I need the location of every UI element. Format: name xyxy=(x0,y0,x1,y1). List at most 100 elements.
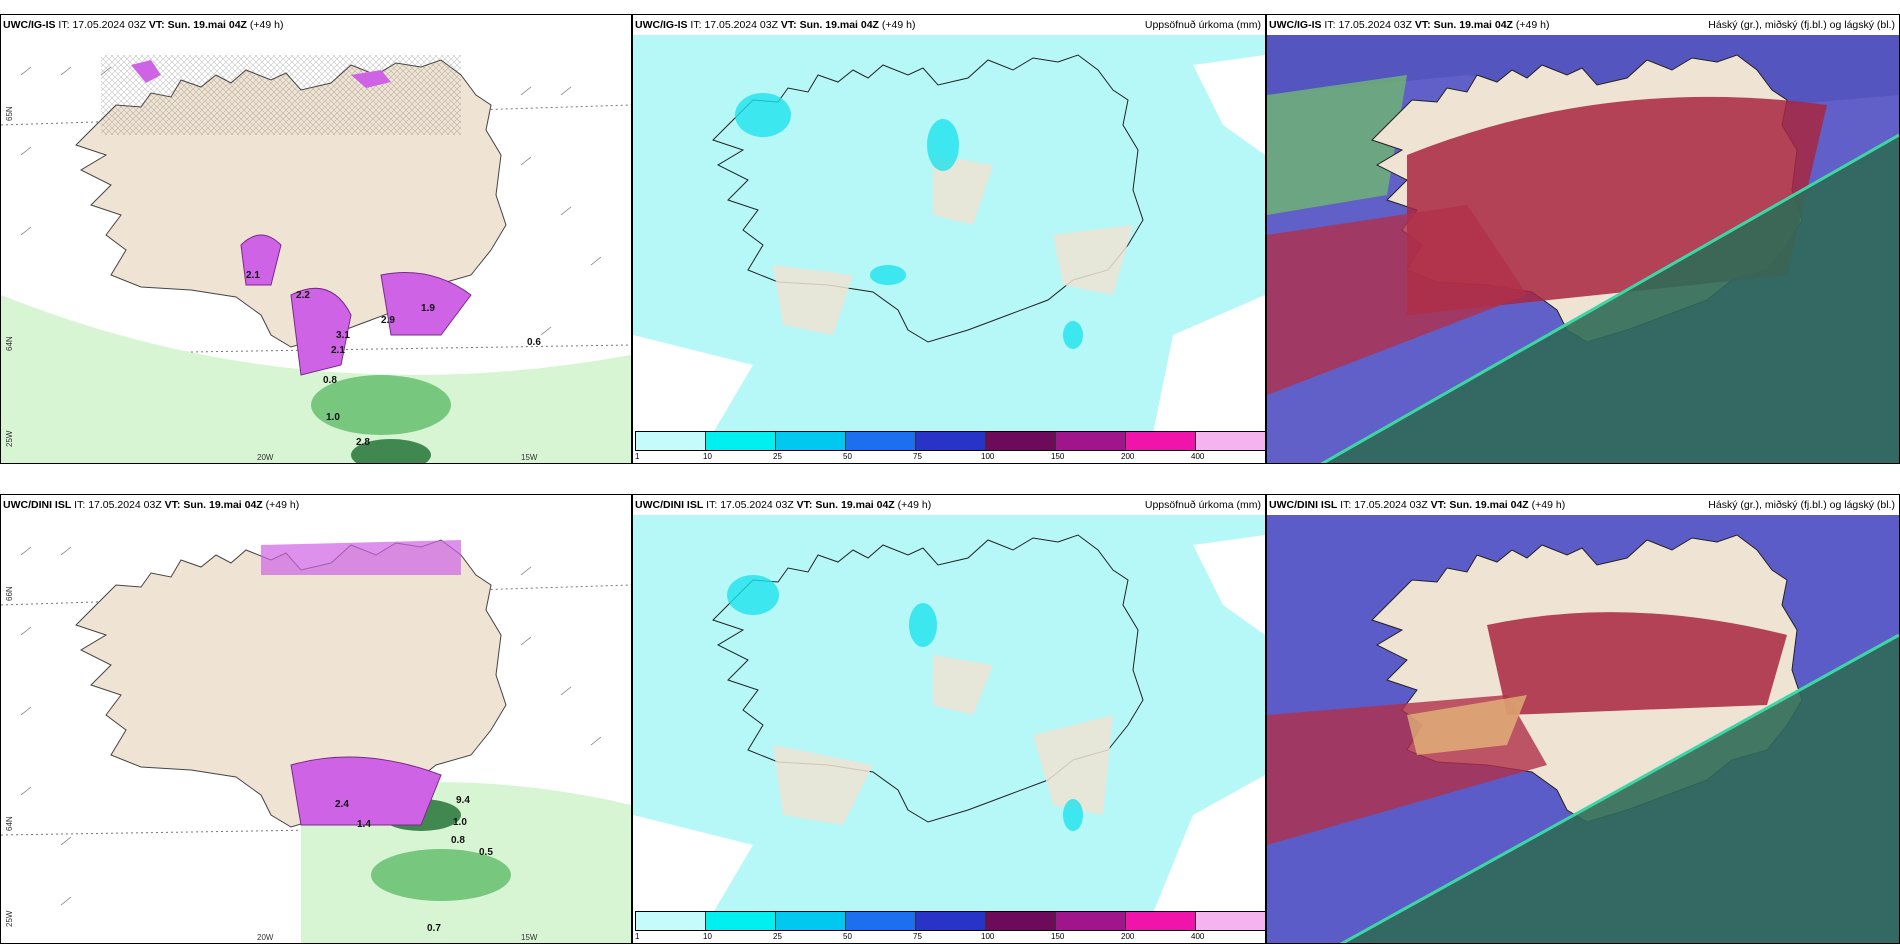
it-value: 17.05.2024 03Z xyxy=(88,499,162,511)
it-label: IT: xyxy=(1340,499,1352,511)
colorbar-tick: 10 xyxy=(703,452,712,461)
it-value: 17.05.2024 03Z xyxy=(1354,499,1428,511)
colorbar-tick: 75 xyxy=(913,452,922,461)
colorbar-swatch xyxy=(1126,432,1196,450)
value-label: 0.8 xyxy=(323,375,337,386)
vt-value: Sun. 19.mai 04Z xyxy=(1433,19,1513,31)
precip-type-panel-row1: UWC/IG-IS IT: 17.05.2024 03Z VT: Sun. 19… xyxy=(0,14,632,464)
colorbar-tick: 400 xyxy=(1191,452,1205,461)
value-label: 2.4 xyxy=(335,799,349,810)
model-name: UWC/IG-IS xyxy=(1269,19,1322,31)
precip-accum-map xyxy=(633,515,1265,913)
model-name: UWC/DINI ISL xyxy=(635,499,704,511)
colorbar-tick: 50 xyxy=(843,932,852,941)
vt-label: VT: xyxy=(780,19,797,31)
colorbar-swatch xyxy=(916,432,986,450)
value-label: 2.2 xyxy=(296,290,310,301)
panel-header: UWC/IG-IS IT: 17.05.2024 03Z VT: Sun. 19… xyxy=(633,15,1265,35)
vt-value: Sun. 19.mai 04Z xyxy=(799,19,879,31)
colorbar-tick: 100 xyxy=(981,932,995,941)
colorbar-swatch xyxy=(706,912,776,930)
lead-time: (+49 h) xyxy=(1531,499,1566,511)
value-label: 0.7 xyxy=(427,923,441,934)
precip-type-panel-row2: UWC/DINI ISL IT: 17.05.2024 03Z VT: Sun.… xyxy=(0,494,632,944)
colorbar-swatch xyxy=(846,912,916,930)
precip-accum-map xyxy=(633,35,1265,433)
panel-header: UWC/IG-IS IT: 17.05.2024 03Z VT: Sun. 19… xyxy=(1267,15,1899,35)
model-name: UWC/IG-IS xyxy=(635,19,688,31)
vt-value: Sun. 19.mai 04Z xyxy=(1449,499,1529,511)
value-label: 1.9 xyxy=(421,303,435,314)
value-label: 2.1 xyxy=(246,270,260,281)
colorbar-swatch xyxy=(776,912,846,930)
colorbar-swatch xyxy=(636,912,706,930)
vt-label: VT: xyxy=(164,499,181,511)
it-value: 17.05.2024 03Z xyxy=(720,499,794,511)
lon-label: 15W xyxy=(521,453,538,462)
colorbar-tick: 1 xyxy=(635,932,640,941)
panel-title: Uppsöfnuð úrkoma (mm) xyxy=(1144,499,1261,511)
it-value: 17.05.2024 03Z xyxy=(704,19,778,31)
value-label: 9.4 xyxy=(456,795,470,806)
panel-header: UWC/IG-IS IT: 17.05.2024 03Z VT: Sun. 19… xyxy=(1,15,631,35)
colorbar-ticks: 1 10 25 50 75 100 150 200 400 xyxy=(635,451,1265,463)
colorbar-tick: 100 xyxy=(981,452,995,461)
value-label: 3.1 xyxy=(336,330,350,341)
panel-title: Háský (gr.), miðský (fj.bl.) og lágský (… xyxy=(1708,499,1895,511)
colorbar-tick: 200 xyxy=(1121,452,1135,461)
it-value: 17.05.2024 03Z xyxy=(72,19,146,31)
panel-header: UWC/DINI ISL IT: 17.05.2024 03Z VT: Sun.… xyxy=(1,495,631,515)
value-label: 1.0 xyxy=(326,412,340,423)
precip-type-map xyxy=(1,35,631,463)
colorbar-tick: 10 xyxy=(703,932,712,941)
panel-title: Uppsöfnuð úrkoma (mm) xyxy=(1144,19,1261,31)
panel-header: UWC/DINI ISL IT: 17.05.2024 03Z VT: Sun.… xyxy=(633,495,1265,515)
colorbar-swatch xyxy=(706,432,776,450)
lat-label: 25W xyxy=(5,430,14,447)
lat-label: 65N xyxy=(5,106,14,121)
colorbar-swatch xyxy=(1056,432,1126,450)
value-label: 2.8 xyxy=(356,437,370,448)
panel-header: UWC/DINI ISL IT: 17.05.2024 03Z VT: Sun.… xyxy=(1267,495,1899,515)
value-label: 0.5 xyxy=(479,847,493,858)
colorbar-tick: 150 xyxy=(1051,452,1065,461)
colorbar-tick: 150 xyxy=(1051,932,1065,941)
colorbar-tick: 200 xyxy=(1121,932,1135,941)
colorbar-swatch xyxy=(986,912,1056,930)
colorbar-swatch xyxy=(1056,912,1126,930)
value-label: 2.1 xyxy=(331,345,345,356)
colorbar-swatch xyxy=(1196,912,1265,930)
lead-time: (+49 h) xyxy=(1515,19,1550,31)
vt-label: VT: xyxy=(796,499,813,511)
colorbar-swatch xyxy=(1196,432,1265,450)
lat-label: 64N xyxy=(5,336,14,351)
precip-type-map xyxy=(1,515,631,943)
precip-accum-panel-row2: UWC/DINI ISL IT: 17.05.2024 03Z VT: Sun.… xyxy=(632,494,1266,944)
value-label: 2.9 xyxy=(381,315,395,326)
lat-label: 66N xyxy=(5,586,14,601)
lat-label: 64N xyxy=(5,816,14,831)
colorbar-ticks: 1 10 25 50 75 100 150 200 400 xyxy=(635,931,1265,943)
cloud-map xyxy=(1267,35,1899,463)
colorbar-swatch xyxy=(986,432,1056,450)
vt-label: VT: xyxy=(1414,19,1431,31)
vt-value: Sun. 19.mai 04Z xyxy=(167,19,247,31)
vt-value: Sun. 19.mai 04Z xyxy=(183,499,263,511)
vt-value: Sun. 19.mai 04Z xyxy=(815,499,895,511)
lon-label: 20W xyxy=(257,933,274,942)
cloud-panel-row1: UWC/IG-IS IT: 17.05.2024 03Z VT: Sun. 19… xyxy=(1266,14,1900,464)
lead-time: (+49 h) xyxy=(897,499,932,511)
it-value: 17.05.2024 03Z xyxy=(1338,19,1412,31)
vt-label: VT: xyxy=(1430,499,1447,511)
panel-title: Háský (gr.), miðský (fj.bl.) og lágský (… xyxy=(1708,19,1895,31)
value-label: 1.0 xyxy=(453,817,467,828)
cloud-map xyxy=(1267,515,1899,943)
model-name: UWC/IG-IS xyxy=(3,19,56,31)
lead-time: (+49 h) xyxy=(249,19,284,31)
colorbar-swatch xyxy=(636,432,706,450)
colorbar-swatch xyxy=(776,432,846,450)
colorbar-swatch xyxy=(846,432,916,450)
lon-label: 20W xyxy=(257,453,274,462)
lat-label: 25W xyxy=(5,910,14,927)
colorbar-tick: 50 xyxy=(843,452,852,461)
